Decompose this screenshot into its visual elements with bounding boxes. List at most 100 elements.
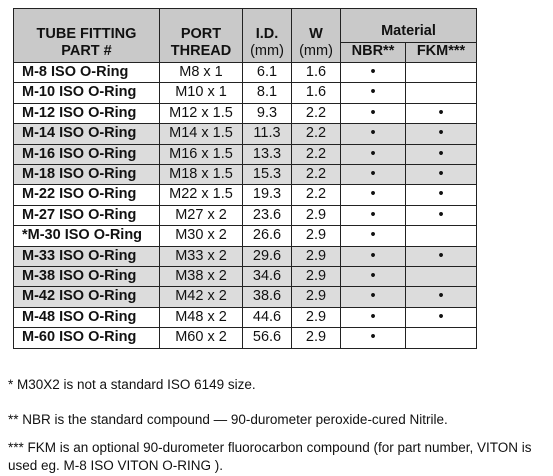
nbr-cell: • — [340, 204, 406, 227]
table-row: M-16 ISO O-Ring M16 x 1.5 13.3 2.2 • • — [13, 143, 477, 166]
port-thread-cell: M27 x 2 — [159, 204, 243, 227]
header-text: W — [309, 26, 323, 42]
part-cell: M-14 ISO O-Ring — [13, 123, 160, 145]
port-thread-cell: M8 x 1 — [159, 61, 243, 84]
header-text: PART # — [61, 43, 112, 59]
table-row: M-12 ISO O-Ring M12 x 1.5 9.3 2.2 • • — [13, 102, 477, 125]
footnote: ** NBR is the standard compound — 90-dur… — [8, 412, 448, 427]
header-text: PORT — [180, 26, 222, 42]
part-cell: M-16 ISO O-Ring — [13, 143, 160, 166]
nbr-cell: • — [340, 327, 406, 349]
nbr-cell: • — [340, 164, 406, 186]
table-row: M-48 ISO O-Ring M48 x 2 44.6 2.9 • • — [13, 306, 477, 329]
id-cell: 26.6 — [242, 225, 292, 247]
fkm-cell: • — [405, 143, 477, 166]
fkm-cell — [405, 266, 477, 288]
part-cell: M-10 ISO O-Ring — [13, 82, 160, 104]
part-cell: M-27 ISO O-Ring — [13, 204, 160, 227]
w-cell: 2.9 — [291, 266, 341, 288]
table-row: M-27 ISO O-Ring M27 x 2 23.6 2.9 • • — [13, 204, 477, 227]
nbr-cell: • — [340, 225, 406, 247]
id-cell: 44.6 — [242, 306, 292, 329]
header-text: I.D. — [255, 26, 279, 42]
header-nbr: NBR** — [340, 42, 406, 63]
w-cell: 2.9 — [291, 286, 341, 308]
part-cell: M-8 ISO O-Ring — [13, 61, 160, 84]
nbr-cell: • — [340, 306, 406, 329]
port-thread-cell: M48 x 2 — [159, 306, 243, 329]
table-row: M-8 ISO O-Ring M8 x 1 6.1 1.6 • — [13, 61, 477, 84]
fkm-cell: • — [405, 123, 477, 145]
w-cell: 2.9 — [291, 245, 341, 268]
port-thread-cell: M33 x 2 — [159, 245, 243, 268]
port-thread-cell: M18 x 1.5 — [159, 164, 243, 186]
fkm-cell: • — [405, 102, 477, 125]
nbr-cell: • — [340, 82, 406, 104]
part-cell: M-33 ISO O-Ring — [13, 245, 160, 268]
table-row: *M-30 ISO O-Ring M30 x 2 26.6 2.9 • — [13, 225, 477, 247]
id-cell: 23.6 — [242, 204, 292, 227]
header-id: I.D. (mm) — [242, 8, 292, 63]
header-w: W (mm) — [291, 8, 341, 63]
port-thread-cell: M38 x 2 — [159, 266, 243, 288]
fkm-cell: • — [405, 184, 477, 206]
part-cell: *M-30 ISO O-Ring — [13, 225, 160, 247]
port-thread-cell: M30 x 2 — [159, 225, 243, 247]
fkm-cell: • — [405, 286, 477, 308]
fkm-cell — [405, 327, 477, 349]
part-cell: M-38 ISO O-Ring — [13, 266, 160, 288]
id-cell: 8.1 — [242, 82, 292, 104]
spec-table: TUBE FITTING PART # PORT THREAD I.D. (mm) W… — [13, 8, 477, 349]
nbr-cell: • — [340, 266, 406, 288]
table-body: M-8 ISO O-Ring M8 x 1 6.1 1.6 • M-10 ISO O-Ri… — [13, 61, 477, 349]
footnote: * M30X2 is not a standard ISO 6149 size. — [8, 377, 256, 392]
table-row: M-60 ISO O-Ring M60 x 2 56.6 2.9 • — [13, 327, 477, 349]
w-cell: 2.2 — [291, 184, 341, 206]
footnote: *** FKM is an optional 90-durometer fluo… — [8, 440, 532, 473]
w-cell: 2.2 — [291, 143, 341, 166]
w-cell: 2.9 — [291, 306, 341, 329]
port-thread-cell: M12 x 1.5 — [159, 102, 243, 125]
nbr-cell: • — [340, 245, 406, 268]
fkm-cell — [405, 61, 477, 84]
port-thread-cell: M42 x 2 — [159, 286, 243, 308]
header-unit: (mm) — [299, 43, 333, 59]
w-cell: 2.2 — [291, 123, 341, 145]
w-cell: 2.9 — [291, 225, 341, 247]
port-thread-cell: M16 x 1.5 — [159, 143, 243, 166]
part-cell: M-22 ISO O-Ring — [13, 184, 160, 206]
part-cell: M-18 ISO O-Ring — [13, 164, 160, 186]
id-cell: 29.6 — [242, 245, 292, 268]
w-cell: 2.2 — [291, 164, 341, 186]
nbr-cell: • — [340, 184, 406, 206]
nbr-cell: • — [340, 123, 406, 145]
id-cell: 34.6 — [242, 266, 292, 288]
id-cell: 11.3 — [242, 123, 292, 145]
part-cell: M-42 ISO O-Ring — [13, 286, 160, 308]
w-cell: 2.2 — [291, 102, 341, 125]
header-fkm: FKM*** — [405, 42, 477, 63]
port-thread-cell: M10 x 1 — [159, 82, 243, 104]
port-thread-cell: M22 x 1.5 — [159, 184, 243, 206]
w-cell: 2.9 — [291, 327, 341, 349]
id-cell: 13.3 — [242, 143, 292, 166]
header-part: TUBE FITTING PART # — [13, 8, 160, 63]
table-row: M-33 ISO O-Ring M33 x 2 29.6 2.9 • • — [13, 245, 477, 268]
id-cell: 6.1 — [242, 61, 292, 84]
w-cell: 2.9 — [291, 204, 341, 227]
nbr-cell: • — [340, 102, 406, 125]
id-cell: 15.3 — [242, 164, 292, 186]
id-cell: 19.3 — [242, 184, 292, 206]
table-row: M-22 ISO O-Ring M22 x 1.5 19.3 2.2 • • — [13, 184, 477, 206]
table-row: M-18 ISO O-Ring M18 x 1.5 15.3 2.2 • • — [13, 164, 477, 186]
part-cell: M-48 ISO O-Ring — [13, 306, 160, 329]
nbr-cell: • — [340, 286, 406, 308]
fkm-cell — [405, 225, 477, 247]
w-cell: 1.6 — [291, 82, 341, 104]
id-cell: 9.3 — [242, 102, 292, 125]
header-material: Material — [340, 8, 477, 43]
w-cell: 1.6 — [291, 61, 341, 84]
id-cell: 56.6 — [242, 327, 292, 349]
fkm-cell: • — [405, 306, 477, 329]
